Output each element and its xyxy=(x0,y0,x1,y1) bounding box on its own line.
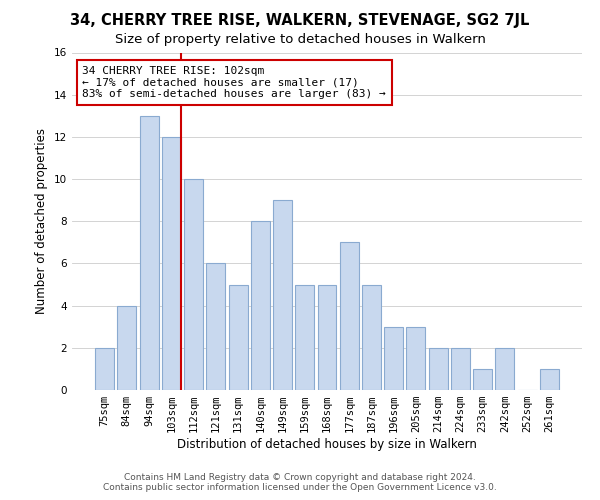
Text: Size of property relative to detached houses in Walkern: Size of property relative to detached ho… xyxy=(115,32,485,46)
Bar xyxy=(496,348,514,390)
X-axis label: Distribution of detached houses by size in Walkern: Distribution of detached houses by size … xyxy=(177,438,477,451)
Text: 34, CHERRY TREE RISE, WALKERN, STEVENAGE, SG2 7JL: 34, CHERRY TREE RISE, WALKERN, STEVENAGE… xyxy=(70,12,530,28)
Bar xyxy=(206,264,225,390)
Bar xyxy=(295,284,314,390)
Bar xyxy=(184,179,203,390)
Bar xyxy=(140,116,158,390)
Bar xyxy=(406,326,425,390)
Bar xyxy=(95,348,114,390)
Bar xyxy=(162,137,181,390)
Bar xyxy=(362,284,381,390)
Bar xyxy=(429,348,448,390)
Bar xyxy=(251,221,270,390)
Bar xyxy=(451,348,470,390)
Bar xyxy=(317,284,337,390)
Bar xyxy=(473,369,492,390)
Bar xyxy=(540,369,559,390)
Text: Contains HM Land Registry data © Crown copyright and database right 2024.
Contai: Contains HM Land Registry data © Crown c… xyxy=(103,473,497,492)
Bar xyxy=(340,242,359,390)
Bar xyxy=(118,306,136,390)
Bar xyxy=(229,284,248,390)
Bar xyxy=(273,200,292,390)
Bar xyxy=(384,326,403,390)
Y-axis label: Number of detached properties: Number of detached properties xyxy=(35,128,49,314)
Text: 34 CHERRY TREE RISE: 102sqm
← 17% of detached houses are smaller (17)
83% of sem: 34 CHERRY TREE RISE: 102sqm ← 17% of det… xyxy=(82,66,386,99)
